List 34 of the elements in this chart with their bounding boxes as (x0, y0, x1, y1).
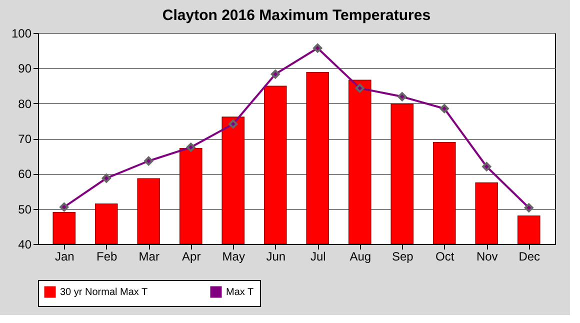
y-tick-label: 100 (11, 26, 32, 40)
y-tick-label: 90 (18, 62, 32, 76)
y-tick-label: 70 (18, 132, 32, 146)
point (440, 104, 449, 114)
point (524, 203, 534, 212)
y-tick-label: 50 (18, 202, 32, 216)
x-tick-label: May (222, 250, 245, 264)
x-tick-label: Jan (54, 250, 74, 264)
x-tick-label: Aug (350, 250, 372, 264)
x-tick-label: Oct (436, 250, 455, 264)
point (102, 174, 111, 183)
point (355, 84, 364, 93)
x-tick-label: Feb (96, 250, 118, 264)
y-tick-label: 40 (18, 238, 32, 252)
x-tick-label: Jul (310, 250, 326, 264)
chart-title: Clayton 2016 Maximum Temperatures (162, 7, 431, 24)
point (270, 70, 280, 79)
x-tick-label: Nov (476, 250, 498, 264)
point (186, 142, 196, 152)
point (313, 44, 322, 53)
point (398, 92, 407, 102)
x-tick-label: Jun (266, 250, 286, 264)
legend-label: Max T (226, 287, 254, 298)
y-tick-label: 60 (18, 167, 32, 182)
x-tick-label: Apr (182, 250, 201, 264)
point (144, 156, 154, 166)
point (482, 162, 492, 172)
point (60, 202, 69, 212)
x-tick-label: Sep (392, 250, 414, 264)
x-tick-label: Dec (518, 250, 540, 264)
legend-label: 30 yr Normal Max T (60, 287, 148, 298)
x-tick-label: Mar (138, 250, 160, 264)
y-tick-label: 80 (18, 96, 32, 111)
point (228, 120, 238, 129)
